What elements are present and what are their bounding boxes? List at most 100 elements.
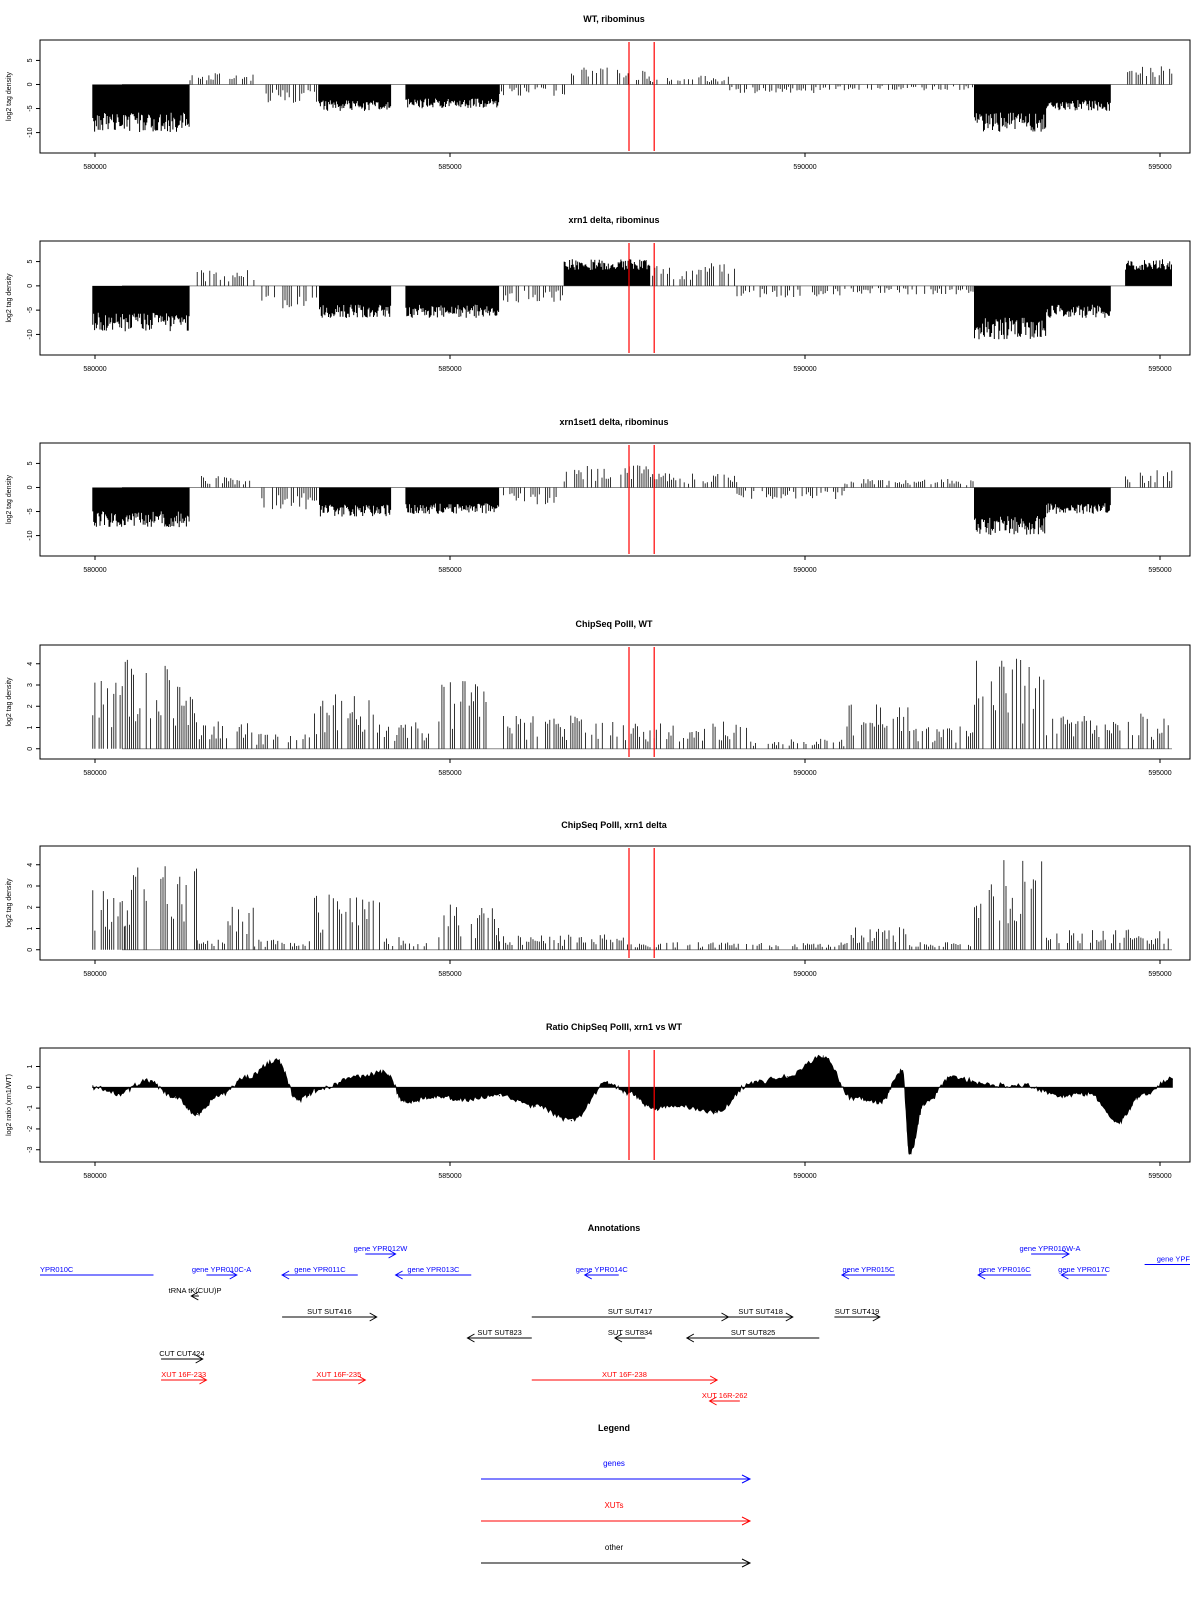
ratio-point [218, 1095, 220, 1097]
y-tick-label: 5 [27, 58, 34, 62]
arrow-head [708, 1396, 717, 1406]
ratio-point [174, 1097, 177, 1099]
data-bars [736, 285, 841, 298]
data-bars [650, 473, 738, 488]
ratio-point [750, 1082, 752, 1084]
y-tick-label: 4 [27, 662, 34, 666]
arrow-head [872, 1312, 881, 1322]
y-tick-label: 1 [27, 1064, 34, 1068]
y-tick-label: 0 [27, 1085, 34, 1089]
annotation-feature: gene YPR013C [394, 1265, 472, 1280]
ratio-point [901, 1070, 904, 1072]
ratio-point [606, 1082, 609, 1084]
data-segment [441, 681, 487, 749]
y-tick-label: -10 [27, 127, 34, 137]
x-tick-label: 595000 [1148, 1173, 1171, 1180]
x-tick-label: 590000 [793, 1173, 816, 1180]
data-bars [1045, 285, 1111, 318]
data-segment [189, 73, 254, 85]
data-segment [736, 285, 841, 298]
y-tick-label: 0 [27, 747, 34, 751]
plot-frame [39, 240, 1191, 356]
annotation-feature: XUT 16F-238 [531, 1370, 719, 1385]
data-segment [1046, 929, 1169, 950]
data-bars [92, 681, 123, 749]
data-segment [844, 927, 907, 950]
annotation-label: gene YPR016W-A [1020, 1244, 1081, 1253]
y-tick-label: 1 [27, 926, 34, 930]
arrow-head [709, 1375, 719, 1385]
data-segment [196, 939, 225, 950]
arrow-head [741, 1516, 752, 1526]
annotation-label: CUT CUT424 [159, 1349, 204, 1358]
data-bars [319, 487, 392, 517]
data-segment [314, 894, 380, 950]
data-segment [405, 285, 500, 318]
ratio-point [146, 1080, 148, 1082]
legend-item-label: genes [603, 1459, 625, 1468]
data-bars [499, 934, 628, 950]
arrow-head [741, 1474, 752, 1484]
y-tick-label: -3 [27, 1147, 34, 1153]
track-panel: WT, ribominus log2 tag density 5 0 -5 -10 5800… [6, 14, 1191, 171]
y-tick-label: 3 [27, 683, 34, 687]
track-panel: ChipSeq PolII, xrn1 delta log2 tag densit… [6, 820, 1191, 978]
ratio-point [246, 1076, 249, 1078]
data-segment [201, 476, 251, 488]
y-tick-label: -5 [27, 105, 34, 111]
data-bars [256, 733, 310, 749]
annotation-feature: SUT SUT418 [728, 1307, 794, 1322]
track-title: ChipSeq PolII, xrn1 delta [561, 820, 668, 830]
ratio-point [923, 1103, 925, 1105]
y-tick-label: 4 [27, 863, 34, 867]
data-bars [261, 487, 317, 510]
ratio-point [405, 1101, 407, 1103]
data-bars [499, 84, 565, 96]
arrow-head [388, 1249, 397, 1259]
data-bars [1127, 66, 1173, 85]
annotation-feature: gene YPF [1144, 1255, 1190, 1265]
data-bars [1046, 713, 1169, 749]
data-segment [729, 84, 821, 94]
y-tick-label: 5 [27, 260, 34, 264]
annotation-label: XUT 16R-262 [702, 1391, 748, 1400]
data-segment [844, 285, 974, 295]
data-segment [261, 285, 317, 309]
data-bars [314, 894, 380, 950]
arrow-head [281, 1270, 290, 1280]
track-panel: ChipSeq PolII, WT log2 tag density 4 3 2 1 0 58… [6, 619, 1191, 777]
data-segment [1045, 285, 1111, 318]
annotation-feature: tRNA tK(CUU)P [169, 1286, 222, 1301]
annotation-label: gene YPR013C [407, 1265, 460, 1274]
annotation-label: gene YPR016C [979, 1265, 1032, 1274]
data-bars [198, 721, 253, 749]
annotation-feature: SUT SUT417 [531, 1307, 730, 1322]
y-tick-label: 0 [27, 485, 34, 489]
data-segment [499, 934, 628, 950]
data-bars [383, 937, 440, 950]
data-bars [628, 942, 844, 950]
data-segment [1127, 66, 1173, 85]
data-bars [265, 84, 319, 103]
annotation-label: gene YPR011C [294, 1265, 346, 1274]
annotation-feature: YPR010C [40, 1265, 154, 1276]
ratio-point [498, 1095, 501, 1097]
data-segment [319, 285, 392, 318]
data-bars [974, 860, 1043, 950]
arrow-head [977, 1270, 986, 1280]
data-bars [124, 659, 197, 749]
data-bars [628, 721, 752, 749]
data-segment [974, 658, 1045, 749]
plot-frame [39, 845, 1191, 961]
data-bars [227, 906, 254, 950]
arrow-head [785, 1312, 794, 1322]
annotation-label: gene YPR015C [842, 1265, 895, 1274]
data-bars [563, 259, 651, 286]
arrow-head [613, 1333, 623, 1343]
annotations-title: Annotations [588, 1223, 641, 1233]
arrow-head [685, 1333, 695, 1343]
annotation-feature: gene YPR016W-A [1020, 1244, 1081, 1259]
data-bars [729, 84, 821, 94]
ratio-point [318, 1088, 321, 1090]
data-segment [736, 487, 845, 499]
